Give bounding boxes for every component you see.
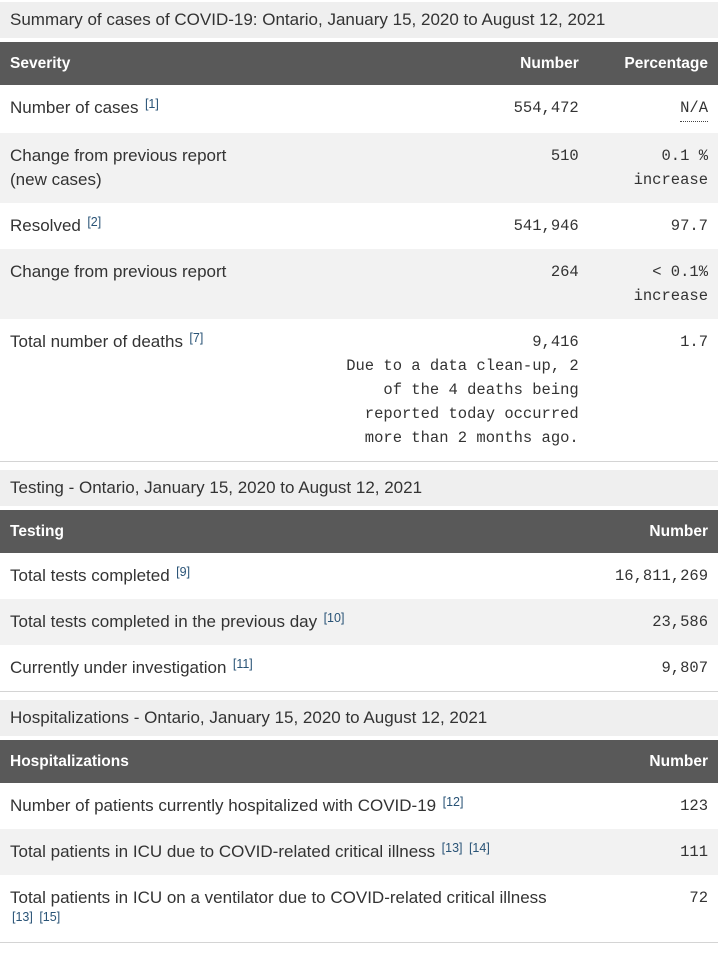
footnote-link[interactable]: [7] — [189, 331, 204, 345]
row-label-cell: Total patients in ICU on a ventilator du… — [0, 875, 574, 943]
number-value: 72 — [689, 889, 708, 907]
hospitalizations-header-row: Hospitalizations Number — [0, 740, 718, 783]
number-value: 9,807 — [661, 659, 708, 677]
percentage-cell: 1.7 — [589, 319, 718, 462]
footnote-link[interactable]: [13] — [441, 841, 463, 855]
table-row: Total tests completed [9] 16,811,269 — [0, 553, 718, 599]
row-label: Total patients in ICU on a ventilator du… — [10, 888, 547, 907]
row-label-cell: Resolved [2] — [0, 203, 330, 249]
number-cell: 554,472 — [330, 85, 588, 133]
not-applicable-abbr: N/A — [680, 96, 708, 122]
footnote-link[interactable]: [15] — [39, 910, 61, 924]
column-header-severity: Severity — [0, 42, 331, 85]
row-label-cell: Number of patients currently hospitalize… — [0, 783, 574, 829]
number-cell: 510 — [330, 133, 588, 203]
row-label-cell: Change from previous report (new cases) — [0, 133, 330, 203]
number-value: 16,811,269 — [614, 567, 708, 585]
column-header-percentage: Percentage — [588, 42, 718, 85]
row-label: Total number of deaths — [10, 332, 183, 351]
row-label: Change from previous report (new cases) — [10, 146, 227, 189]
column-header-testing: Testing — [0, 510, 575, 553]
percentage-value: 1.7 — [680, 333, 708, 351]
row-label: Total tests completed in the previous da… — [10, 612, 318, 631]
number-value: 264 — [550, 263, 579, 281]
number-cell: 111 — [574, 829, 718, 875]
footnote-link[interactable]: [2] — [87, 215, 102, 229]
row-label-cell: Total tests completed in the previous da… — [0, 599, 574, 645]
footnote-link[interactable]: [14] — [468, 841, 490, 855]
footnote-link[interactable]: [12] — [442, 795, 464, 809]
row-label: Number of cases — [10, 98, 139, 117]
percentage-value: < 0.1% increase — [633, 263, 708, 305]
number-cell: 9,416 Due to a data clean-up, 2 of the 4 … — [330, 319, 588, 462]
table-row: Change from previous report 264 < 0.1% inc… — [0, 249, 718, 319]
number-cell: 541,946 — [330, 203, 588, 249]
number-cell: 9,807 — [574, 645, 718, 692]
number-value: 123 — [680, 797, 708, 815]
percentage-cell: 97.7 — [589, 203, 718, 249]
row-label-cell: Total patients in ICU due to COVID-relat… — [0, 829, 574, 875]
row-label: Number of patients currently hospitalize… — [10, 796, 437, 815]
row-label: Total patients in ICU due to COVID-relat… — [10, 842, 436, 861]
hospitalizations-table-body: Number of patients currently hospitalize… — [0, 783, 718, 943]
number-cell: 23,586 — [574, 599, 718, 645]
summary-table-caption: Summary of cases of COVID-19: Ontario, J… — [0, 2, 718, 38]
number-value: 510 — [550, 147, 579, 165]
table-row: Change from previous report (new cases) 5… — [0, 133, 718, 203]
table-row: Resolved [2] 541,946 97.7 — [0, 203, 718, 249]
number-value: 23,586 — [652, 613, 708, 631]
percentage-value: 97.7 — [670, 217, 708, 235]
severity-table-body: Number of cases [1] 554,472 N/A Change from… — [0, 85, 718, 462]
percentage-cell: N/A — [589, 85, 718, 133]
severity-table: Severity Number Percentage Number of cas… — [0, 42, 718, 462]
row-label: Change from previous report — [10, 262, 227, 281]
row-label-cell: Number of cases [1] — [0, 85, 330, 133]
footnote-link[interactable]: [1] — [144, 97, 159, 111]
hospitalizations-table: Hospitalizations Number Number of patien… — [0, 740, 718, 943]
number-note: Due to a data clean-up, 2 of the 4 death… — [346, 357, 579, 447]
number-cell: 72 — [574, 875, 718, 943]
number-value: 111 — [680, 843, 708, 861]
table-row: Currently under investigation [11] 9,807 — [0, 645, 718, 692]
table-row: Total patients in ICU due to COVID-relat… — [0, 829, 718, 875]
footnote-link[interactable]: [11] — [232, 657, 253, 671]
footnote-link[interactable]: [9] — [176, 565, 191, 579]
table-row: Total number of deaths [7] 9,416 Due to a … — [0, 319, 718, 462]
row-label-cell: Currently under investigation [11] — [0, 645, 574, 692]
row-label: Currently under investigation — [10, 658, 227, 677]
severity-header-row: Severity Number Percentage — [0, 42, 718, 85]
number-cell: 16,811,269 — [574, 553, 718, 599]
column-header-number: Number — [574, 740, 718, 783]
row-label: Resolved — [10, 216, 81, 235]
testing-table-caption: Testing - Ontario, January 15, 2020 to A… — [0, 470, 718, 506]
percentage-value: 0.1 % increase — [633, 147, 708, 189]
number-value: 9,416 — [532, 333, 579, 351]
testing-table: Testing Number Total tests completed [9]… — [0, 510, 718, 692]
footnote-link[interactable]: [10] — [323, 611, 345, 625]
table-row: Total tests completed in the previous da… — [0, 599, 718, 645]
number-cell: 123 — [574, 783, 718, 829]
testing-table-body: Total tests completed [9] 16,811,269 Total… — [0, 553, 718, 692]
number-value: 554,472 — [513, 99, 579, 117]
row-label: Total tests completed — [10, 566, 170, 585]
column-header-number: Number — [330, 42, 589, 85]
table-row: Number of patients currently hospitalize… — [0, 783, 718, 829]
percentage-cell: < 0.1% increase — [589, 249, 718, 319]
table-row: Total patients in ICU on a ventilator du… — [0, 875, 718, 943]
column-header-hospitalizations: Hospitalizations — [0, 740, 575, 783]
row-label-cell: Total number of deaths [7] — [0, 319, 330, 462]
number-cell: 264 — [330, 249, 588, 319]
testing-header-row: Testing Number — [0, 510, 718, 553]
percentage-cell: 0.1 % increase — [589, 133, 718, 203]
number-value: 541,946 — [513, 217, 579, 235]
row-label-cell: Total tests completed [9] — [0, 553, 574, 599]
column-header-number: Number — [574, 510, 718, 553]
row-label-cell: Change from previous report — [0, 249, 330, 319]
footnote-link[interactable]: [13] — [12, 910, 33, 924]
hospitalizations-table-caption: Hospitalizations - Ontario, January 15, … — [0, 700, 718, 736]
table-row: Number of cases [1] 554,472 N/A — [0, 85, 718, 133]
